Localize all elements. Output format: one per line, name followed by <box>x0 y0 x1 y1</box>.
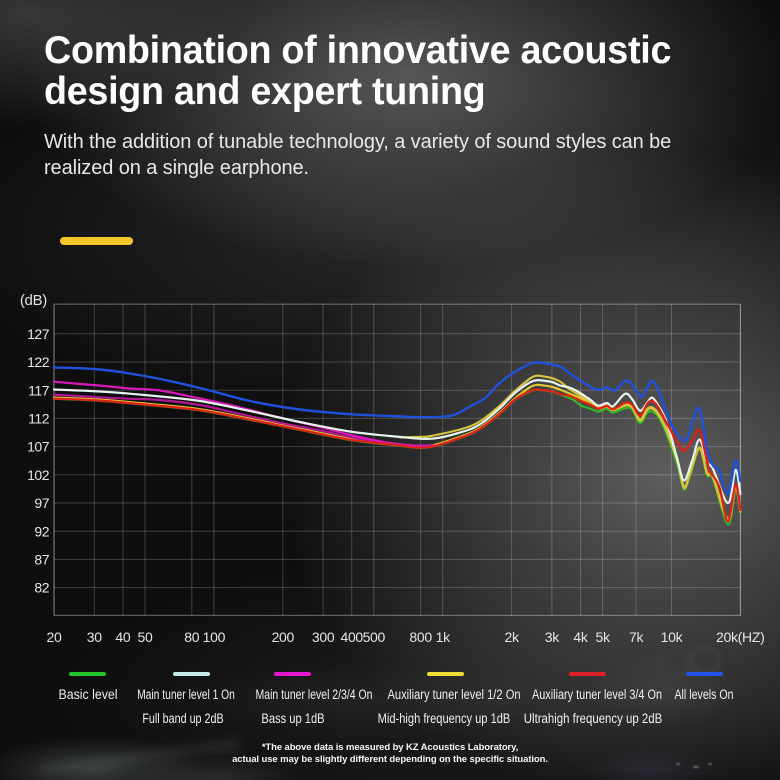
svg-text:4k: 4k <box>573 629 588 645</box>
svg-text:800: 800 <box>409 629 432 645</box>
svg-text:30: 30 <box>87 629 102 645</box>
svg-text:300: 300 <box>312 629 335 645</box>
svg-text:122: 122 <box>27 354 50 370</box>
svg-text:10k: 10k <box>661 629 684 645</box>
svg-text:100: 100 <box>203 629 226 645</box>
svg-text:50: 50 <box>138 629 153 645</box>
svg-text:87: 87 <box>34 552 49 568</box>
svg-text:107: 107 <box>27 439 50 455</box>
svg-text:97: 97 <box>34 495 49 511</box>
svg-text:400: 400 <box>340 629 363 645</box>
svg-text:40: 40 <box>115 629 130 645</box>
svg-text:117: 117 <box>28 382 50 398</box>
svg-text:127: 127 <box>27 326 50 342</box>
svg-text:5k: 5k <box>596 629 611 645</box>
svg-text:20k(HZ): 20k(HZ) <box>716 629 764 645</box>
svg-text:20: 20 <box>47 629 62 645</box>
svg-text:3k: 3k <box>545 629 560 645</box>
svg-text:(dB): (dB) <box>20 292 47 309</box>
svg-text:2k: 2k <box>505 629 520 645</box>
svg-text:500: 500 <box>363 629 386 645</box>
svg-text:200: 200 <box>272 629 295 645</box>
svg-text:82: 82 <box>34 580 49 596</box>
svg-text:1k: 1k <box>436 629 451 645</box>
svg-text:80: 80 <box>184 629 199 645</box>
svg-text:112: 112 <box>28 411 50 427</box>
svg-text:102: 102 <box>27 467 50 483</box>
svg-text:7k: 7k <box>629 629 644 645</box>
svg-text:92: 92 <box>34 523 49 539</box>
